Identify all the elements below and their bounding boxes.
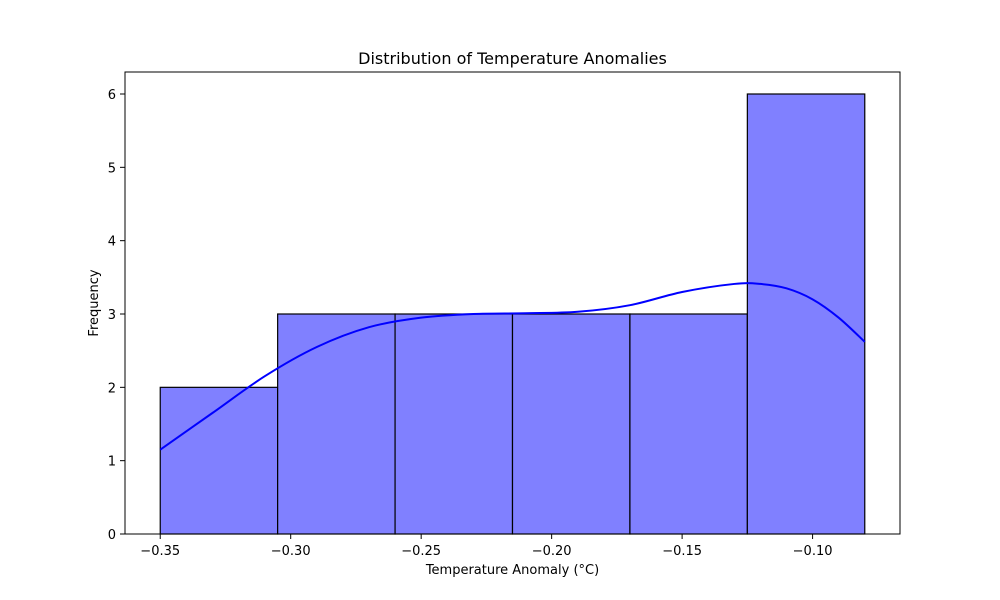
- y-tick-label: 4: [108, 235, 116, 250]
- x-axis-label: Temperature Anomaly (°C): [425, 563, 599, 578]
- histogram-bar-3: [394, 313, 514, 535]
- histogram-bar-4: [511, 313, 631, 535]
- y-axis: 0 1 2 3 4 5 6: [108, 88, 125, 543]
- x-tick-label: −0.10: [793, 544, 833, 559]
- x-axis: −0.35 −0.30 −0.25 −0.20 −0.15 −0.10: [140, 534, 833, 559]
- x-tick-label: −0.35: [140, 544, 180, 559]
- x-tick-label: −0.20: [532, 544, 572, 559]
- x-tick-label: −0.25: [401, 544, 441, 559]
- y-tick-label: 0: [108, 528, 116, 543]
- histogram-bar-2: [277, 313, 396, 535]
- x-tick-label: −0.15: [662, 544, 702, 559]
- bars-layer: [159, 93, 866, 535]
- y-tick-label: 1: [108, 455, 116, 470]
- plot-frame: [124, 71, 901, 535]
- x-tick-label: −0.30: [271, 544, 311, 559]
- histogram-bar-1: [159, 386, 279, 535]
- histogram-bar-6: [746, 93, 866, 535]
- y-axis-label: Frequency: [87, 269, 102, 336]
- chart-title: Distribution of Temperature Anomalies: [358, 49, 667, 68]
- y-tick-label: 5: [108, 161, 116, 176]
- y-tick-label: 6: [108, 88, 116, 103]
- y-tick-label: 2: [108, 381, 116, 396]
- histogram-bar-5: [629, 313, 748, 535]
- y-tick-label: 3: [108, 308, 116, 323]
- kde-layer: [159, 282, 866, 451]
- kde-curve: [159, 282, 866, 451]
